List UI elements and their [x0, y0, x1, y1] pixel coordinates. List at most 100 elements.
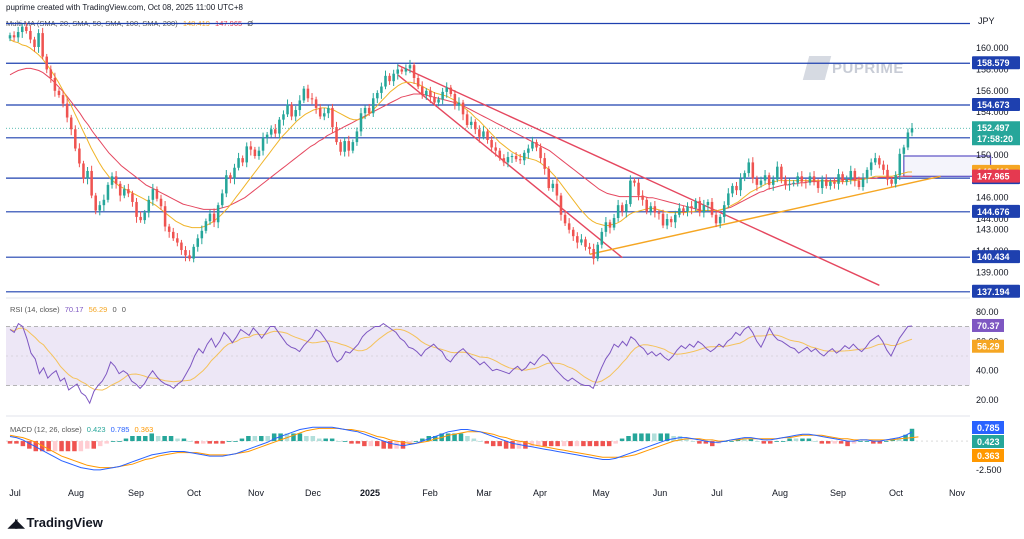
candle-body — [506, 157, 510, 163]
candle-body — [886, 169, 889, 180]
level-badge: 154.673 — [977, 100, 1010, 110]
macd-histogram-bar — [78, 441, 84, 452]
macd-histogram-bar — [265, 436, 270, 442]
candle-body — [616, 205, 620, 218]
macd-histogram-bar — [909, 428, 915, 442]
candle-body — [327, 107, 330, 114]
candle-body — [637, 182, 640, 196]
candle-body — [420, 86, 424, 96]
macd-histogram-bar — [162, 436, 167, 442]
macd-histogram-bar — [458, 433, 464, 442]
candle-body — [657, 212, 661, 214]
candle-body — [612, 217, 616, 228]
candle-body — [792, 182, 795, 184]
candle-body — [159, 198, 163, 207]
rsi-ma-badge-bg — [972, 339, 1004, 353]
macd-histogram-bar — [336, 441, 341, 442]
candle-body — [380, 86, 383, 93]
candle-body — [294, 110, 297, 117]
price-tick-label: 144.000 — [976, 214, 1009, 224]
macd-histogram-bar — [497, 441, 502, 447]
level-badge: 140.434 — [977, 252, 1010, 262]
candle-body — [249, 146, 253, 150]
candle-body — [429, 90, 432, 98]
candle-body — [535, 142, 538, 148]
candle-body — [123, 189, 126, 196]
candle-body — [645, 199, 648, 212]
macd-histogram-bar — [606, 441, 612, 447]
price-tick-label: 158.000 — [976, 64, 1009, 74]
macd-histogram-bar — [188, 441, 193, 442]
macd-histogram-bar — [748, 438, 754, 442]
macd-histogram-bar — [407, 441, 412, 444]
macd-histogram-bar — [774, 441, 779, 442]
candle-body — [727, 193, 730, 206]
tradingview-logo[interactable]: ◢◣ TradingView — [8, 515, 103, 530]
macd-histogram-bar — [110, 441, 116, 442]
macd-signal-badge-bg — [972, 449, 1004, 462]
candle-body — [600, 231, 604, 245]
candle-body — [502, 158, 506, 163]
candle-body — [257, 150, 261, 156]
candle-body — [478, 129, 481, 137]
macd-histogram-bar — [7, 441, 13, 444]
macd-histogram-bar — [658, 433, 663, 442]
time-tick-label: 2025 — [360, 488, 380, 498]
rsi-legend-value-4: 0 — [121, 305, 126, 314]
candle-body — [784, 179, 787, 185]
candle-body — [735, 185, 738, 191]
candle-body — [355, 131, 359, 143]
ma-badge-bg — [972, 169, 1020, 183]
macd-histogram-bar — [259, 436, 264, 442]
macd-histogram-bar — [452, 433, 457, 442]
macd-histogram-bar — [639, 433, 644, 442]
rsi-tick-label: 40.00 — [976, 366, 999, 376]
candle-body — [714, 214, 718, 224]
trendline-down-channel-lower — [397, 74, 623, 259]
candle-body — [269, 129, 273, 135]
rsi-legend[interactable]: RSI (14, close) 70.17 56.29 0 0 — [10, 305, 126, 314]
candle-body — [890, 179, 893, 184]
macd-histogram-bar — [194, 441, 200, 444]
candle-body — [147, 199, 151, 213]
macd-histogram-bar — [755, 441, 760, 442]
macd-histogram-bar — [207, 441, 212, 444]
time-tick-label: Mar — [476, 488, 492, 498]
candle-body — [776, 166, 779, 180]
macd-legend[interactable]: MACD (12, 26, close) 0.423 0.785 0.363 — [10, 425, 153, 434]
candle-body — [531, 142, 534, 149]
candle-body — [706, 201, 710, 206]
time-tick-label: Jul — [9, 488, 21, 498]
candle-body — [641, 195, 644, 200]
currency-label: JPY — [978, 16, 995, 26]
candle-body — [94, 195, 97, 211]
candle-body — [131, 193, 134, 202]
candle-body — [412, 65, 416, 78]
macd-histogram-bar — [362, 441, 367, 447]
macd-histogram-bar — [420, 438, 425, 442]
macd-histogram-bar — [400, 441, 406, 449]
candle-body — [678, 208, 681, 215]
price-tick-label: 139.000 — [976, 267, 1009, 277]
macd-histogram-bar — [97, 441, 103, 447]
candle-body — [518, 159, 522, 161]
candle-body — [425, 90, 428, 96]
candle-body — [220, 193, 224, 206]
candle-body — [351, 142, 355, 151]
macd-histogram-bar — [246, 436, 251, 442]
candle-body — [869, 162, 873, 170]
candle-body — [669, 219, 673, 223]
candle-body — [12, 35, 16, 38]
candle-body — [486, 131, 489, 140]
price-tick-label: 143.000 — [976, 225, 1009, 235]
level-badge: 158.579 — [977, 58, 1010, 68]
macd-histogram-bar — [220, 441, 225, 444]
macd-histogram-bar — [845, 441, 850, 447]
macd-histogram-bar — [787, 438, 792, 442]
candle-body — [682, 208, 685, 212]
candle-body — [849, 170, 853, 180]
candle-body — [16, 32, 20, 38]
candle-body — [555, 183, 559, 196]
macd-legend-label: MACD (12, 26, close) — [10, 425, 82, 434]
